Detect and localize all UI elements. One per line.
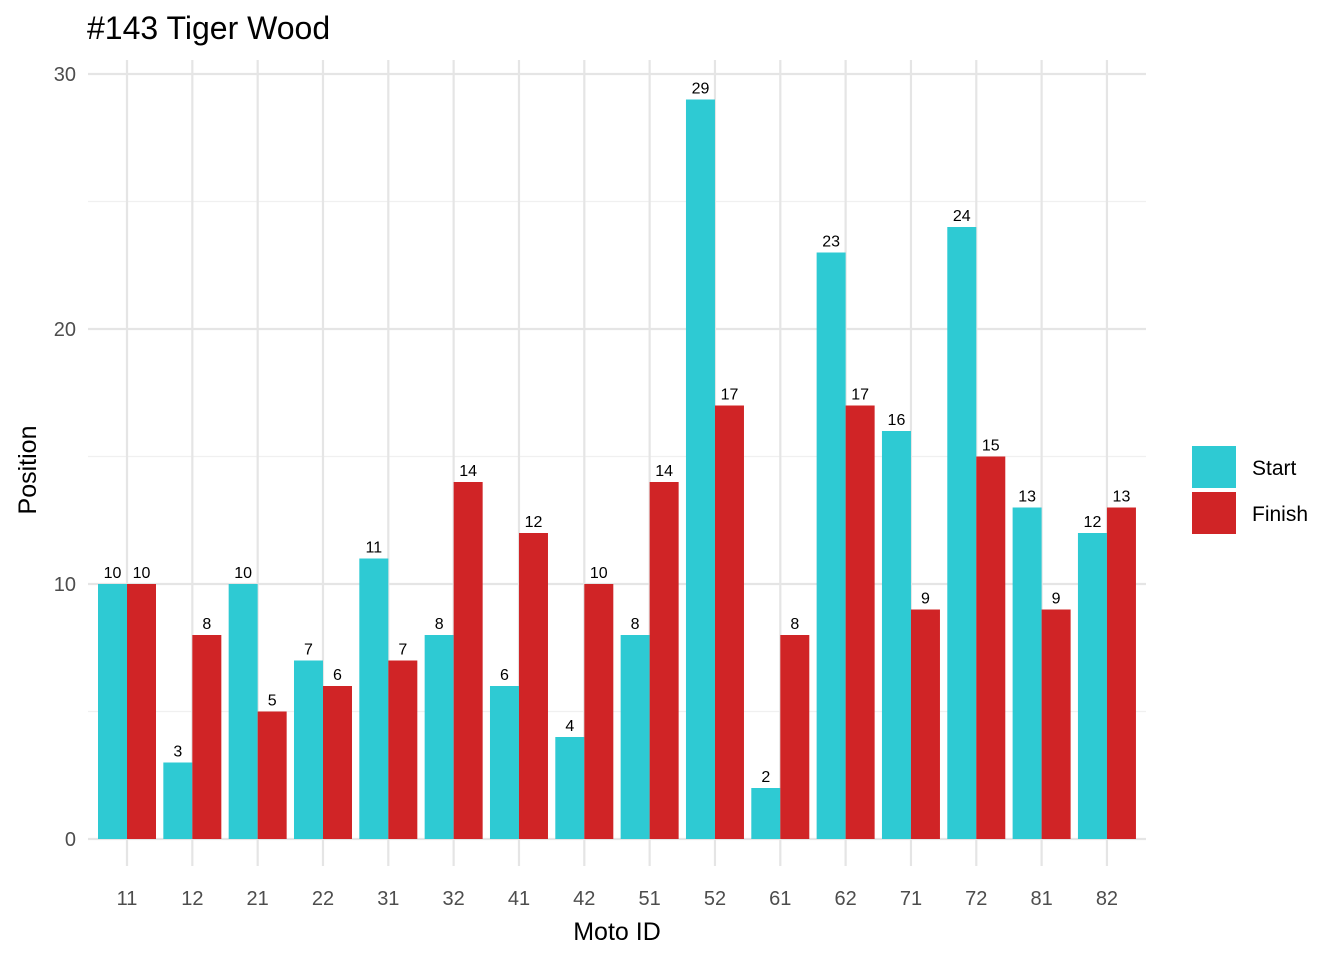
data-label-start-82: 12: [1084, 514, 1102, 531]
data-label-finish-62: 17: [851, 387, 869, 404]
bar-finish-62: [845, 405, 875, 839]
bar-finish-81: [1041, 609, 1071, 839]
data-label-start-62: 23: [822, 234, 840, 251]
data-labels: 10 3 10 7 11 8 6 4 8 29 2 23 16 24 13 12 10 8 5 6 7 14 12 10 14 1…: [104, 81, 1131, 787]
bar-start-12: [163, 762, 193, 839]
data-label-finish-12: 8: [202, 616, 211, 633]
x-tick-label: 12: [181, 888, 203, 910]
x-tick-label: 42: [573, 888, 595, 910]
x-tick-label: 51: [639, 888, 661, 910]
data-label-start-52: 29: [692, 81, 710, 98]
legend-key-start: [1192, 446, 1236, 488]
bar-finish-72: [976, 456, 1006, 839]
data-label-finish-61: 8: [790, 616, 799, 633]
x-tick-label: 32: [443, 888, 465, 910]
y-tick-label: 0: [65, 829, 76, 851]
bar-start-31: [359, 558, 389, 839]
data-label-start-61: 2: [761, 769, 770, 786]
data-label-finish-52: 17: [721, 387, 739, 404]
data-label-finish-81: 9: [1052, 591, 1061, 608]
bar-start-62: [816, 252, 846, 839]
y-tick-label: 10: [54, 574, 76, 596]
data-label-start-51: 8: [631, 616, 640, 633]
bar-finish-21: [257, 711, 287, 839]
x-tick-label: 11: [117, 888, 138, 910]
x-tick-label: 21: [247, 888, 269, 910]
bar-finish-52: [714, 405, 744, 839]
bar-start-32: [424, 635, 454, 839]
data-label-start-41: 6: [500, 667, 509, 684]
x-tick-label: 71: [900, 888, 922, 910]
x-tick-label: 82: [1096, 888, 1118, 910]
data-label-start-72: 24: [953, 208, 971, 225]
x-tick-label: 22: [312, 888, 334, 910]
bar-finish-22: [322, 686, 352, 839]
bar-start-41: [489, 686, 519, 839]
bar-finish-31: [388, 660, 418, 839]
x-tick-label: 31: [377, 888, 399, 910]
bar-finish-51: [649, 482, 679, 839]
data-label-finish-11: 10: [133, 565, 151, 582]
x-tick-label: 61: [769, 888, 791, 910]
bar-start-71: [881, 431, 911, 839]
data-label-start-11: 10: [104, 565, 122, 582]
x-tick-label: 62: [835, 888, 857, 910]
data-label-finish-31: 7: [398, 642, 407, 659]
x-axis-title: Moto ID: [573, 918, 661, 946]
data-label-start-81: 13: [1018, 489, 1036, 506]
legend-key-finish: [1192, 492, 1236, 534]
data-label-finish-82: 13: [1113, 489, 1131, 506]
y-tick-label: 20: [54, 319, 76, 341]
x-tick-label: 81: [1030, 888, 1052, 910]
legend: Start Finish: [1192, 446, 1308, 534]
data-label-start-32: 8: [435, 616, 444, 633]
bar-start-51: [620, 635, 650, 839]
chart-title: #143 Tiger Wood: [87, 10, 330, 46]
data-label-finish-51: 14: [655, 463, 673, 480]
bar-finish-12: [192, 635, 222, 839]
y-axis-title: Position: [14, 426, 42, 515]
bar-finish-32: [453, 482, 483, 839]
data-label-finish-71: 9: [921, 591, 930, 608]
bar-finish-11: [127, 584, 156, 839]
bar-finish-71: [910, 609, 940, 839]
data-label-finish-32: 14: [459, 463, 477, 480]
x-tick-label: 41: [508, 888, 530, 910]
bar-start-21: [228, 584, 258, 839]
bar-start-72: [947, 227, 977, 839]
data-label-finish-42: 10: [590, 565, 608, 582]
bar-finish-61: [780, 635, 810, 839]
bars: [98, 99, 1136, 839]
legend-label-finish: Finish: [1252, 503, 1308, 526]
data-label-start-12: 3: [173, 744, 182, 761]
bar-start-81: [1012, 507, 1042, 839]
bar-start-42: [555, 737, 585, 839]
bar-finish-42: [584, 584, 614, 839]
bar-start-52: [685, 99, 715, 839]
data-label-finish-21: 5: [268, 693, 277, 710]
x-tick-label: 52: [704, 888, 726, 910]
data-label-start-22: 7: [304, 642, 313, 659]
bar-start-82: [1077, 533, 1107, 839]
bar-start-22: [293, 660, 323, 839]
data-label-finish-72: 15: [982, 438, 1000, 455]
legend-label-start: Start: [1252, 457, 1297, 480]
y-axis: 0 10 20 30: [54, 64, 76, 851]
data-label-start-31: 11: [366, 540, 383, 557]
x-axis: 11 12 21 22 31 32 41 42 51 52 61 62 71 72 81 82: [117, 888, 1118, 910]
data-label-start-21: 10: [234, 565, 252, 582]
data-label-start-42: 4: [565, 718, 574, 735]
data-label-start-71: 16: [888, 412, 906, 429]
bar-finish-82: [1106, 507, 1136, 839]
bar-start-61: [751, 788, 781, 839]
bar-finish-41: [518, 533, 548, 839]
data-label-finish-22: 6: [333, 667, 342, 684]
x-tick-label: 72: [965, 888, 987, 910]
data-label-finish-41: 12: [525, 514, 543, 531]
bar-start-11: [98, 584, 127, 839]
y-tick-label: 30: [54, 64, 76, 86]
